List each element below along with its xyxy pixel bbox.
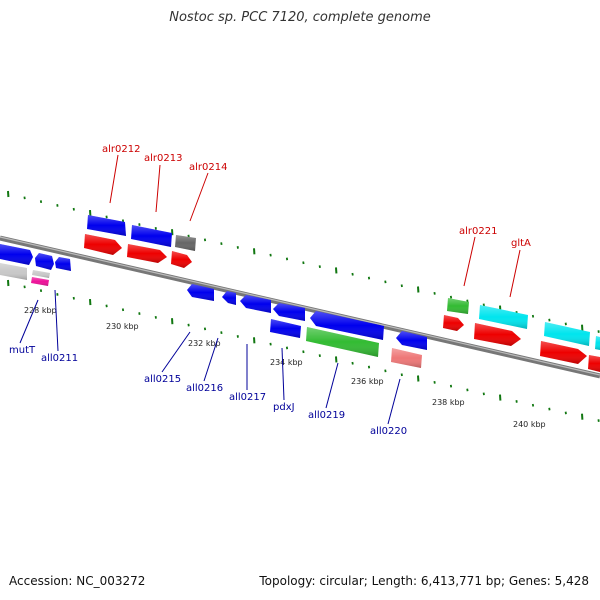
feature-shade — [87, 215, 126, 236]
gene-label-all0219[interactable]: all0219 — [308, 410, 345, 421]
scale-label: 238 kbp — [432, 398, 465, 407]
scale-label: 232 kbp — [188, 339, 221, 348]
leader-alr0213 — [155, 164, 161, 213]
feature-shade — [240, 295, 271, 313]
feature-shade — [479, 305, 528, 329]
leader-all0219 — [325, 362, 339, 409]
feature-shade — [396, 331, 427, 350]
feature-shade — [171, 251, 192, 268]
feature-shade — [447, 298, 469, 314]
leader-all0211 — [54, 289, 59, 352]
feature-shade — [35, 253, 54, 270]
gene-label-alr0214[interactable]: alr0214 — [189, 162, 227, 173]
leader-alr0212 — [109, 154, 119, 204]
scale-label: 240 kbp — [513, 420, 546, 429]
feature-shade — [32, 270, 50, 278]
feature-shade — [270, 319, 301, 338]
gene-label-alr0213[interactable]: alr0213 — [144, 153, 182, 164]
feature-shade — [474, 323, 521, 346]
feature-shade — [540, 341, 587, 364]
feature-shade — [391, 348, 422, 368]
gene-label-all0216[interactable]: all0216 — [186, 383, 223, 394]
leader-mutT — [19, 299, 39, 344]
feature-shade — [273, 303, 305, 321]
scale-label: 228 kbp — [24, 306, 57, 315]
feature-shade — [443, 315, 464, 331]
feature-shade — [222, 291, 236, 305]
feature-shade — [84, 234, 122, 255]
gene-label-gltA[interactable]: gltA — [511, 238, 531, 249]
gene-label-all0211[interactable]: all0211 — [41, 353, 78, 364]
accession-text: Accession: NC_003272 — [9, 574, 146, 588]
upper-tick-row — [7, 190, 600, 333]
gene-label-all0215[interactable]: all0215 — [144, 374, 181, 385]
feature-shade — [0, 244, 33, 265]
feature-shade — [544, 322, 590, 346]
gene-label-alr0221[interactable]: alr0221 — [459, 226, 497, 237]
feature-shade — [187, 284, 214, 301]
feature-shade — [31, 277, 49, 286]
leader-gltA — [509, 249, 521, 298]
leader-pdxJ — [281, 347, 285, 401]
genome-summary-text: Topology: circular; Length: 6,413,771 bp… — [259, 574, 589, 588]
leader-all0215 — [161, 331, 191, 373]
gene-label-mutT[interactable]: mutT — [9, 345, 36, 356]
scale-label: 234 kbp — [270, 358, 303, 367]
scale-label: 230 kbp — [106, 322, 139, 331]
genome-backbone — [0, 235, 600, 379]
leader-alr0214 — [189, 172, 209, 222]
feature-shade — [127, 244, 167, 263]
feature-shade — [595, 336, 600, 350]
leader-alr0221 — [463, 236, 476, 287]
gene-label-all0217[interactable]: all0217 — [229, 392, 266, 403]
scale-label: 236 kbp — [351, 377, 384, 386]
label-leaders — [19, 154, 521, 425]
feature-shading — [0, 215, 600, 372]
feature-shade — [175, 235, 196, 251]
feature-shade — [55, 257, 71, 271]
gene-label-all0220[interactable]: all0220 — [370, 426, 407, 437]
feature-shade — [588, 355, 600, 372]
feature-shade — [310, 311, 384, 340]
gene-labels: alr0212 alr0213 alr0214 alr0221 gltA mut… — [9, 144, 531, 437]
gene-label-alr0212[interactable]: alr0212 — [102, 144, 140, 155]
lower-tick-row — [7, 279, 600, 422]
feature-shade — [131, 225, 172, 247]
map-title: Nostoc sp. PCC 7120, complete genome — [169, 10, 431, 25]
leader-all0216 — [203, 337, 219, 382]
leader-all0220 — [387, 378, 401, 425]
gene-label-pdxJ[interactable]: pdxJ — [273, 402, 295, 413]
feature-shade — [306, 327, 379, 357]
feature-shade — [0, 263, 27, 280]
scale-labels: 228 kbp 230 kbp 232 kbp 234 kbp 236 kbp … — [24, 306, 546, 429]
